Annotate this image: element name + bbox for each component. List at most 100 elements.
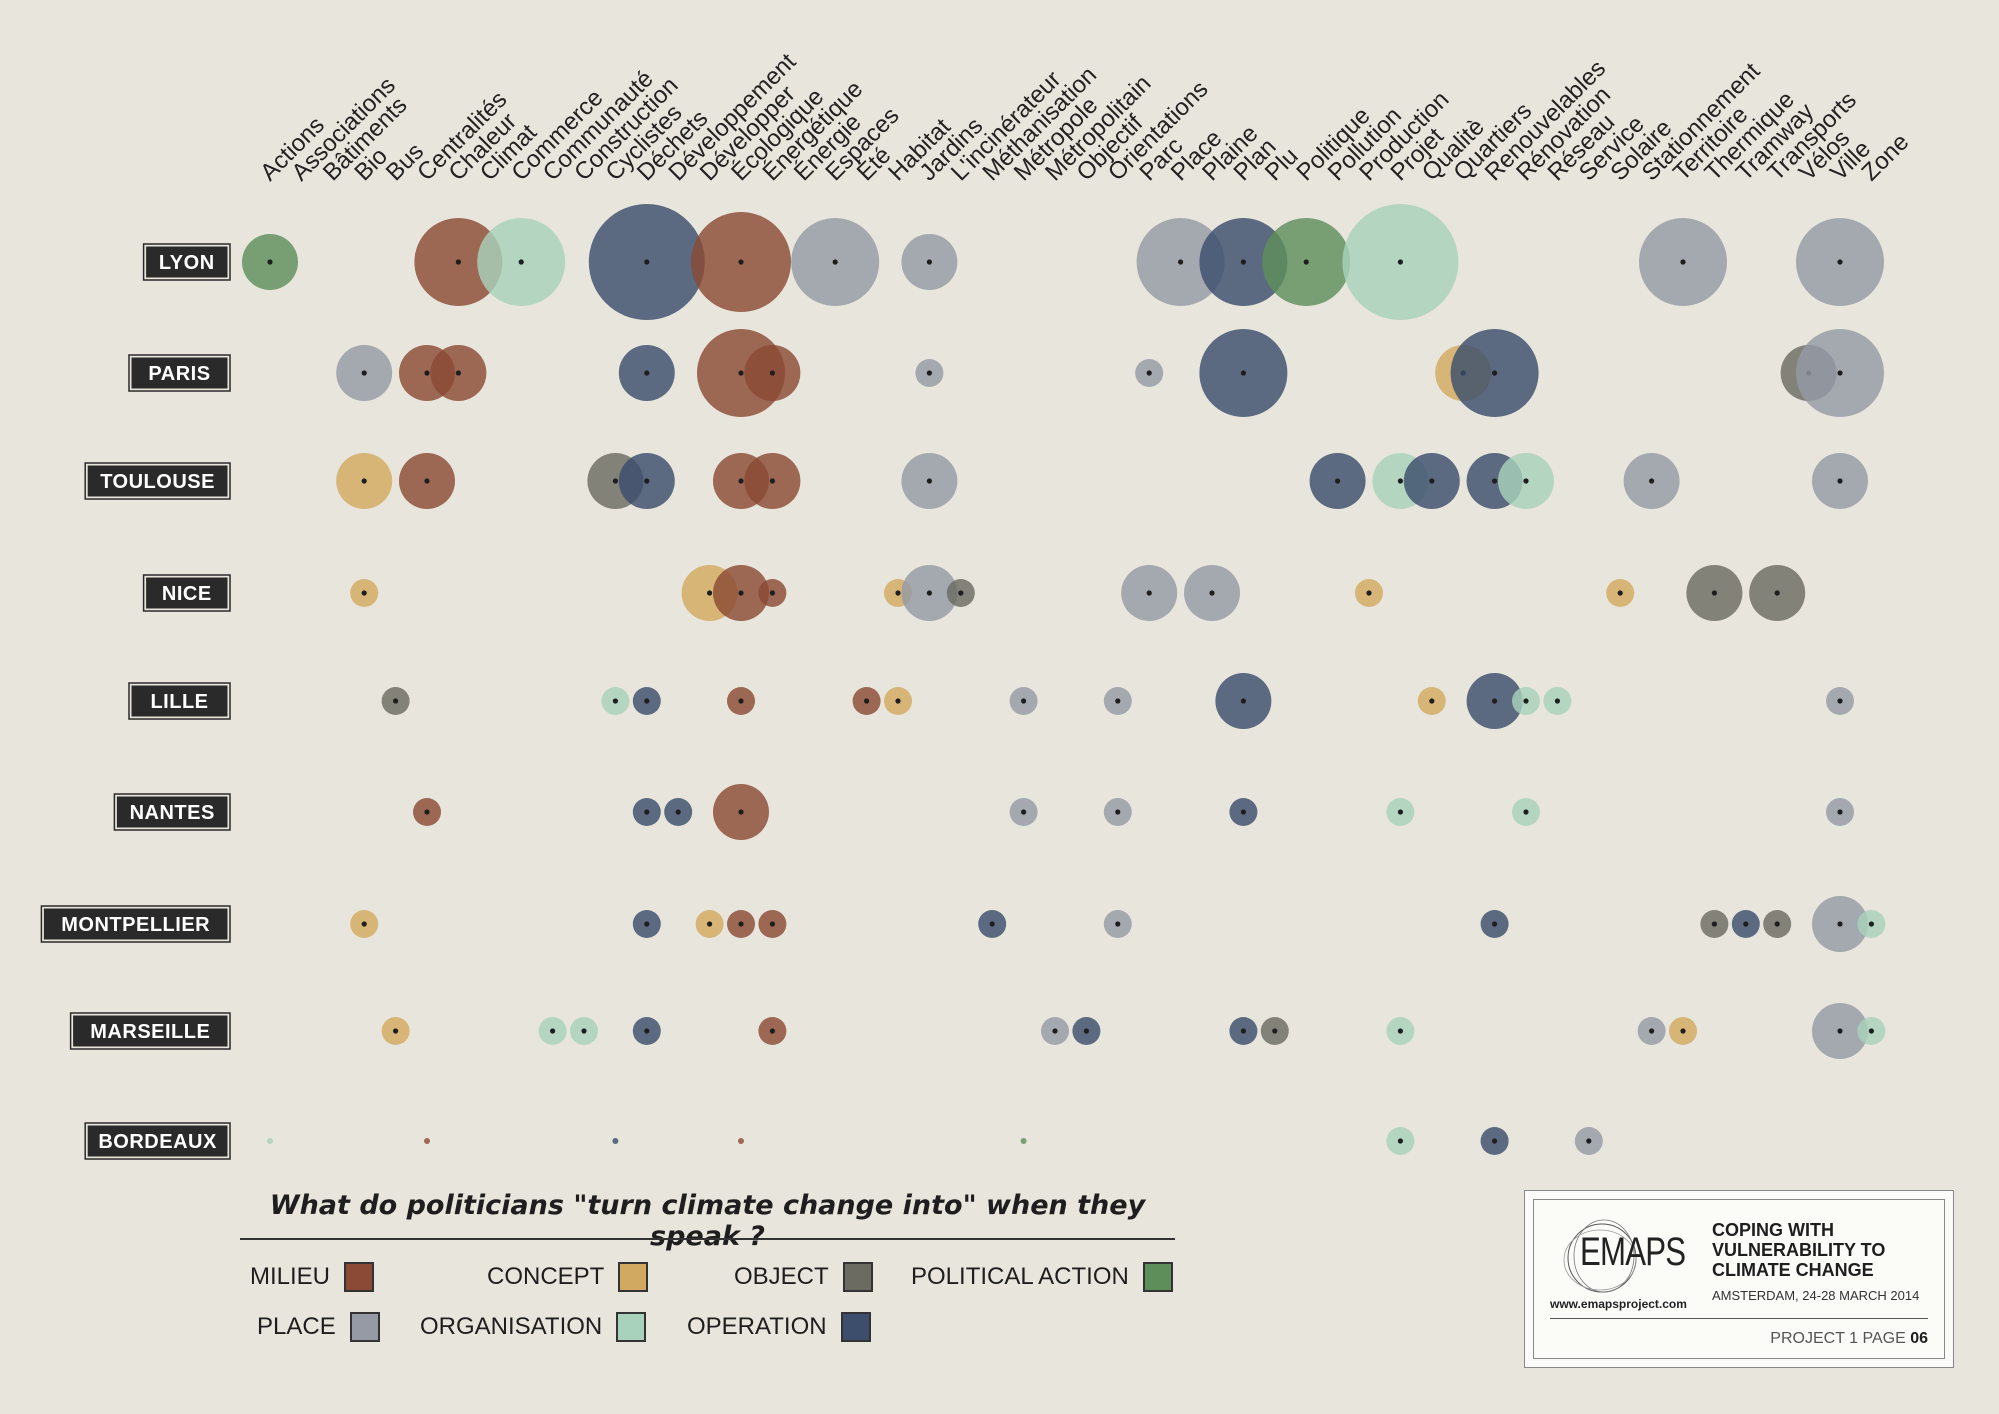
bubble-center-dot: [518, 259, 524, 265]
bubble-center-dot: [1523, 478, 1529, 484]
city-label-text: PARIS: [148, 363, 210, 385]
bubble-center-dot: [1492, 370, 1498, 376]
city-label-box: [146, 577, 228, 609]
bubble-center-dot: [738, 478, 744, 484]
bubble-center-dot: [769, 590, 776, 596]
bubble-center-dot: [1523, 698, 1529, 704]
bubble-center-dot: [1240, 698, 1246, 704]
bubble-center-dot: [455, 370, 461, 376]
project-info-frame: EMAPS www.emapsproject.com COPING WITH V…: [1533, 1199, 1945, 1359]
bubble-center-dot: [1837, 921, 1843, 927]
bubble-center-dot: [267, 259, 273, 265]
bubble-center-dot: [1083, 1028, 1089, 1034]
city-label-box: [131, 357, 228, 389]
bubble-center-dot: [1240, 1028, 1246, 1034]
bubble-center-dot: [550, 1028, 556, 1034]
bubble-center-dot: [1586, 1138, 1592, 1144]
city-label-marseille: MARSEILLE: [69, 1012, 231, 1050]
logo-text: EMAPS: [1580, 1230, 1686, 1274]
bubble-center-dot: [1837, 370, 1843, 376]
bubble-center-dot: [1492, 1138, 1498, 1144]
bubble-center-dot: [1680, 1028, 1686, 1034]
bubble-center-dot: [1429, 478, 1435, 484]
legend-swatch-operation: [840, 1312, 871, 1342]
bubble-center-dot: [1837, 478, 1843, 484]
city-label-toulouse: TOULOUSE: [84, 462, 231, 500]
legend-label-milieu: MILIEU: [250, 1263, 331, 1290]
bubble-center-dot: [769, 1028, 776, 1034]
bubble-center-dot: [864, 698, 870, 704]
bubble-center-dot: [1711, 921, 1717, 927]
bubble-center-dot: [738, 370, 744, 376]
legend-item-concept: CONCEPT: [487, 1262, 649, 1292]
bubble-center-dot: [1303, 259, 1309, 265]
city-label-frame: [69, 1012, 231, 1050]
bubble-center-dot: [738, 921, 744, 927]
bubble-center-dot: [738, 698, 744, 704]
bubble-center-dot: [1366, 590, 1372, 596]
bubble-center-dot: [1052, 1028, 1058, 1034]
city-label-box: [87, 465, 228, 497]
city-label-paris: PARIS: [128, 354, 231, 392]
bubble-center-dot: [1617, 590, 1623, 596]
bubble-center-dot: [361, 478, 367, 484]
bubble-bordeaux-actions: [267, 1138, 273, 1144]
project-url: www.emapsproject.com: [1550, 1297, 1687, 1311]
bubble-center-dot: [1743, 921, 1749, 927]
bubble-center-dot: [644, 698, 650, 704]
bubble-center-dot: [1146, 590, 1152, 596]
bubble-center-dot: [1837, 1028, 1843, 1034]
bubble-center-dot: [644, 259, 650, 265]
city-label-frame: [84, 1122, 231, 1160]
bubble-center-dot: [1774, 921, 1780, 927]
bubble-center-dot: [1272, 1028, 1278, 1034]
city-label-frame: [128, 682, 231, 720]
city-label-box: [116, 796, 228, 828]
city-label-frame: [113, 793, 231, 831]
bubble-center-dot: [1774, 590, 1780, 596]
city-label-text: BORDEAUX: [98, 1131, 217, 1153]
bubble-center-dot: [1209, 590, 1215, 596]
bubble-center-dot: [1649, 1028, 1655, 1034]
bubble-center-dot: [644, 370, 650, 376]
city-label-text: MONTPELLIER: [61, 914, 210, 936]
bubble-center-dot: [1146, 370, 1152, 376]
legend-item-organisation: ORGANISATION: [420, 1312, 647, 1342]
chart-title: What do politicians "turn climate change…: [269, 1190, 1146, 1252]
city-label-box: [87, 1125, 228, 1157]
city-label-box: [73, 1015, 228, 1047]
page-prefix: PROJECT 1 PAGE: [1770, 1330, 1906, 1347]
project-info-box: EMAPS www.emapsproject.com COPING WITH V…: [1524, 1190, 1954, 1368]
legend-item-political-action: POLITICAL ACTION: [911, 1262, 1173, 1292]
bubble-bordeaux-centralites: [424, 1138, 430, 1144]
bubble-center-dot: [738, 259, 744, 265]
bubble-center-dot: [1240, 809, 1246, 815]
bubble-center-dot: [1837, 809, 1843, 815]
city-label-box: [131, 685, 228, 717]
bubble-center-dot: [738, 590, 744, 596]
city-label-lille: LILLE: [128, 682, 231, 720]
bubble-center-dot: [958, 590, 964, 596]
bubble-center-dot: [455, 259, 461, 265]
legend-label-organisation: ORGANISATION: [420, 1313, 603, 1340]
bubble-center-dot: [895, 590, 901, 596]
bubble-center-dot: [424, 478, 430, 484]
bubble-center-dot: [393, 1028, 399, 1034]
bubble-center-dot: [393, 698, 399, 704]
bubble-center-dot: [1397, 1138, 1403, 1144]
info-divider: [1550, 1318, 1928, 1319]
bubble-center-dot: [1868, 921, 1874, 927]
bubble-center-dot: [581, 1028, 587, 1034]
bubble-bordeaux-ecologique: [738, 1138, 744, 1144]
city-label-text: NANTES: [130, 802, 215, 824]
legend-label-concept: CONCEPT: [487, 1263, 605, 1290]
bubble-center-dot: [1397, 809, 1403, 815]
bubble-center-dot: [926, 478, 933, 484]
bubble-center-dot: [675, 809, 681, 815]
legend-item-place: PLACE: [257, 1312, 380, 1342]
legend-item-operation: OPERATION: [687, 1312, 871, 1342]
city-label-bordeaux: BORDEAUX: [84, 1122, 231, 1160]
legend-swatch-organisation: [616, 1312, 647, 1342]
bubble-center-dot: [926, 370, 933, 376]
bubble-center-dot: [989, 921, 995, 927]
